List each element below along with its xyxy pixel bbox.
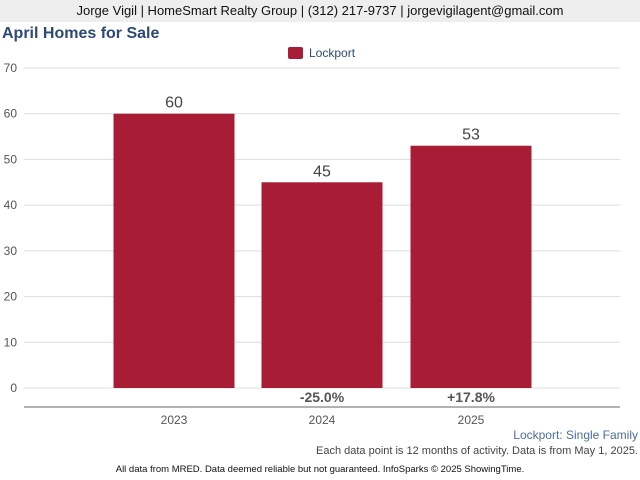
data-label: 53 [462, 127, 480, 144]
y-tick-label: 40 [4, 198, 18, 212]
x-tick-label: 2023 [161, 413, 188, 427]
y-tick-label: 0 [10, 381, 17, 395]
contact-bar: Jorge Vigil | HomeSmart Realty Group | (… [0, 0, 640, 22]
change-label: +17.8% [447, 389, 495, 405]
x-tick-label: 2024 [309, 413, 336, 427]
bar-2023 [113, 113, 235, 388]
legend-label: Lockport [309, 46, 356, 60]
x-tick-label: 2025 [458, 413, 485, 427]
y-tick-label: 50 [4, 152, 18, 166]
legend-swatch [288, 47, 303, 59]
bar-2024 [261, 182, 383, 388]
y-tick-label: 10 [4, 335, 18, 349]
y-tick-label: 20 [4, 290, 18, 304]
data-note: Each data point is 12 months of activity… [315, 445, 638, 457]
change-label: -25.0% [300, 389, 345, 405]
bar-2025 [410, 145, 532, 388]
data-label: 45 [313, 163, 331, 180]
legend[interactable]: Lockport [288, 46, 355, 60]
bar-chart: 0 10 20 30 40 50 60 70 60 2023 45 -25.0% 2024 53 +17.8… [4, 61, 620, 427]
chart-title: April Homes for Sale [2, 25, 160, 42]
chart-subtitle: Lockport: Single Family [513, 428, 638, 442]
y-tick-label: 30 [4, 244, 18, 258]
y-tick-label: 70 [4, 61, 18, 75]
footer-disclaimer: All data from MRED. Data deemed reliable… [115, 464, 525, 475]
y-tick-label: 60 [4, 107, 18, 121]
data-label: 60 [165, 95, 183, 112]
